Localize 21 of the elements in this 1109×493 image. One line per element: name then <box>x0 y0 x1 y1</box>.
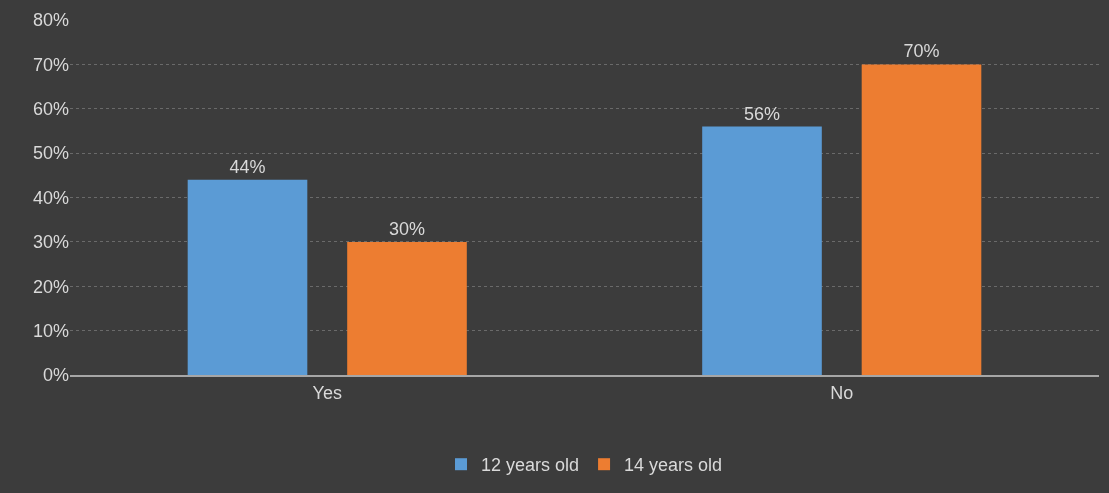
bar <box>347 241 467 375</box>
legend-label: 12 years old <box>481 455 580 476</box>
y-tick-label: 30% <box>32 232 69 253</box>
y-tick-label: 80% <box>32 10 69 31</box>
y-tick-label: 20% <box>32 276 69 297</box>
x-tick-label: No <box>830 382 854 403</box>
data-label: 44% <box>229 156 266 177</box>
y-tick-label: 10% <box>32 320 69 341</box>
bar <box>187 179 308 375</box>
y-tick-label: 0% <box>42 365 69 386</box>
legend-label: 14 years old <box>624 455 723 476</box>
bar <box>702 126 822 375</box>
bar <box>861 64 982 375</box>
data-label: 70% <box>903 41 940 62</box>
data-label: 30% <box>388 218 426 239</box>
y-tick-label: 60% <box>32 99 69 120</box>
y-tick-label: 50% <box>32 143 69 164</box>
y-tick-label: 70% <box>32 54 69 75</box>
y-tick-label: 40% <box>32 187 69 208</box>
x-tick-label: Yes <box>312 382 342 403</box>
data-label: 56% <box>743 103 781 124</box>
